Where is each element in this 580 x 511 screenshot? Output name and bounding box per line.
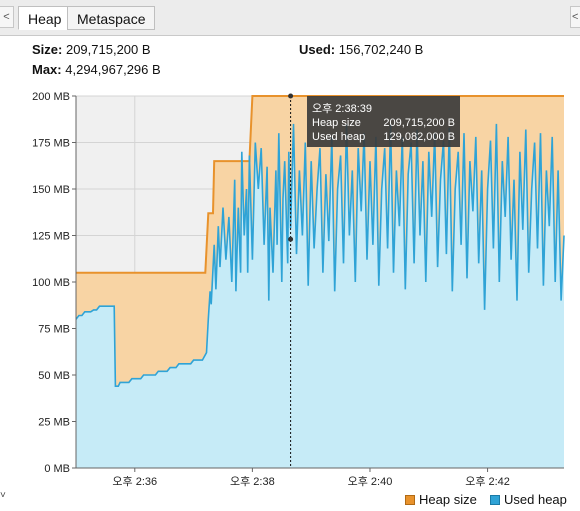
y-axis-ticks: 0 MB 25 MB 50 MB 75 MB 100 MB 125 MB 150 MB 175… (32, 91, 76, 475)
y-tick-label: 175 MB (32, 138, 70, 150)
x-tick-label: 오후 2:40 (348, 475, 393, 488)
size-value: 209,715,200 B (65, 42, 151, 57)
used-heap-stat: Used: 156,702,240 B (299, 42, 423, 57)
tab-metaspace[interactable]: Metaspace (67, 6, 156, 30)
y-tick-label: 0 MB (44, 463, 70, 475)
size-label: Size: (32, 42, 63, 57)
x-tick-label: 오후 2:36 (112, 475, 157, 488)
tooltip-used-value: 129,082,000 B (383, 131, 455, 143)
used-value: 156,702,240 B (338, 42, 424, 57)
y-tick-label: 50 MB (38, 370, 70, 382)
used-label: Used: (299, 42, 336, 57)
legend-used-heap-label: Used heap (504, 492, 567, 507)
x-axis-ticks: 오후 2:36 오후 2:38 오후 2:40 오후 2:42 (112, 468, 510, 488)
max-label: Max: (32, 62, 62, 77)
heap-chart[interactable]: 0 MB 25 MB 50 MB 75 MB 100 MB 125 MB 150 MB 175… (0, 80, 580, 490)
y-tick-label: 200 MB (32, 91, 70, 103)
y-tick-label: 150 MB (32, 184, 70, 196)
legend-used-heap: Used heap (490, 492, 567, 507)
tooltip-background (307, 96, 460, 147)
used-heap-area (76, 123, 564, 469)
x-tick-label: 오후 2:38 (230, 475, 275, 488)
used-heap-line (75, 123, 565, 387)
legend-heap-size: Heap size (405, 492, 477, 507)
y-tick-label: 125 MB (32, 231, 70, 243)
tooltip-heap-label: Heap size (312, 117, 361, 129)
tab-heap[interactable]: Heap (18, 6, 72, 30)
heap-size-swatch (405, 494, 415, 505)
legend-heap-size-label: Heap size (419, 492, 477, 507)
max-heap-stat: Max: 4,294,967,296 B (32, 62, 161, 77)
used-heap-swatch (490, 494, 500, 505)
heap-size-stat: Size: 209,715,200 B (32, 42, 151, 57)
x-tick-label: 오후 2:42 (465, 475, 510, 488)
panel-collapse-icon[interactable]: ˅ (0, 490, 6, 501)
y-tick-label: 25 MB (38, 417, 70, 429)
scroll-tabs-left-button[interactable]: < (0, 6, 14, 28)
y-tick-label: 75 MB (38, 324, 70, 336)
max-value: 4,294,967,296 B (65, 62, 161, 77)
tooltip: 오후 2:38:39 Heap size 209,715,200 B Used … (307, 96, 460, 147)
tooltip-time: 오후 2:38:39 (312, 102, 372, 115)
heap-size-line (76, 95, 564, 274)
tab-bar: < Heap Metaspace < (0, 0, 580, 36)
tooltip-heap-value: 209,715,200 B (383, 117, 455, 129)
y-tick-label: 100 MB (32, 277, 70, 289)
scroll-tabs-right-button[interactable]: < (570, 6, 580, 28)
cursor-heap-point (288, 93, 294, 99)
cursor-used-point (288, 236, 294, 242)
tooltip-used-label: Used heap (312, 131, 365, 143)
